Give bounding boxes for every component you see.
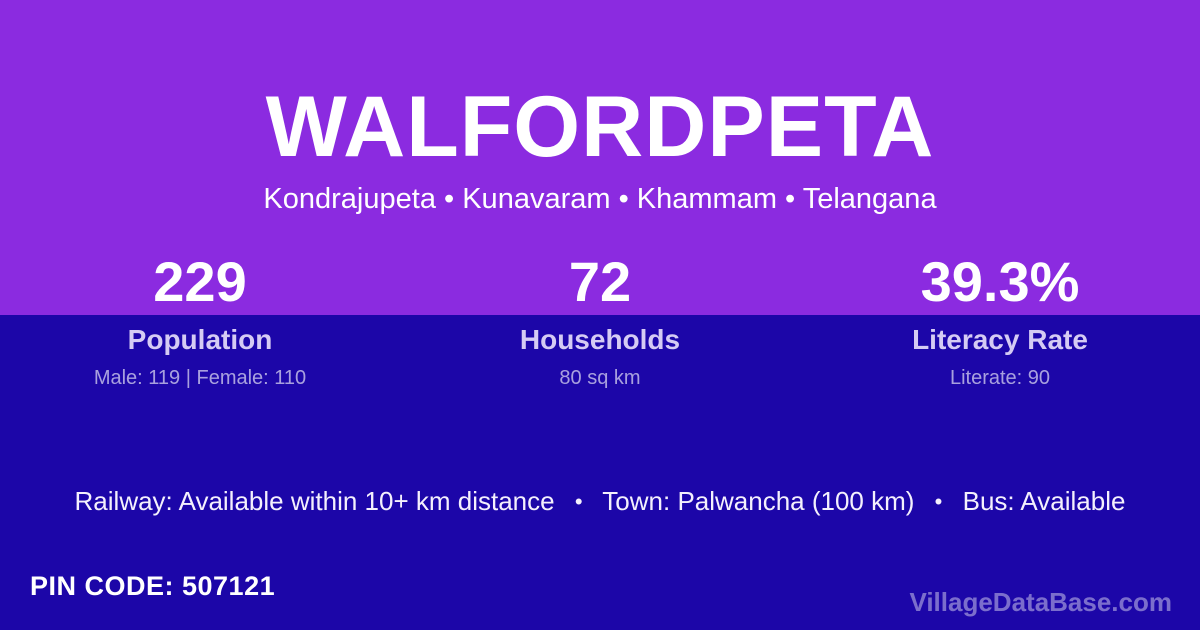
stats-row: 229 Population Male: 119 | Female: 110 7… [0, 249, 1200, 390]
stat-households: 72 Households 80 sq km [400, 249, 800, 390]
population-label: Population [127, 324, 273, 355]
top-background [0, 0, 1200, 315]
pin-code: PIN CODE: 507121 [30, 571, 276, 601]
bottom-background [0, 315, 1200, 630]
page-title: WALFORDPETA [265, 79, 935, 175]
breadcrumb: Kondrajupeta • Kunavaram • Khammam • Tel… [263, 183, 937, 215]
population-detail: Male: 119 | Female: 110 [93, 367, 307, 389]
literacy-detail: Literate: 90 [949, 367, 1051, 389]
amenities-info-line: Railway: Available within 10+ km distanc… [0, 486, 1200, 517]
households-detail: 80 sq km [559, 367, 641, 389]
town-info: Town: Palwancha (100 km) [602, 486, 915, 516]
literacy-value: 39.3% [920, 250, 1080, 313]
households-value: 72 [568, 250, 632, 313]
bullet-separator-icon: • [934, 489, 943, 514]
bus-info: Bus: Available [962, 486, 1126, 516]
stat-population: 229 Population Male: 119 | Female: 110 [0, 249, 400, 390]
bullet-separator-icon: • [574, 489, 583, 514]
households-label: Households [519, 324, 681, 355]
population-value: 229 [153, 250, 247, 313]
brand-watermark: VillageDataBase.com [909, 587, 1172, 617]
literacy-label: Literacy Rate [912, 324, 1088, 355]
railway-info: Railway: Available within 10+ km distanc… [74, 486, 555, 516]
stat-literacy-rate: 39.3% Literacy Rate Literate: 90 [800, 249, 1200, 390]
